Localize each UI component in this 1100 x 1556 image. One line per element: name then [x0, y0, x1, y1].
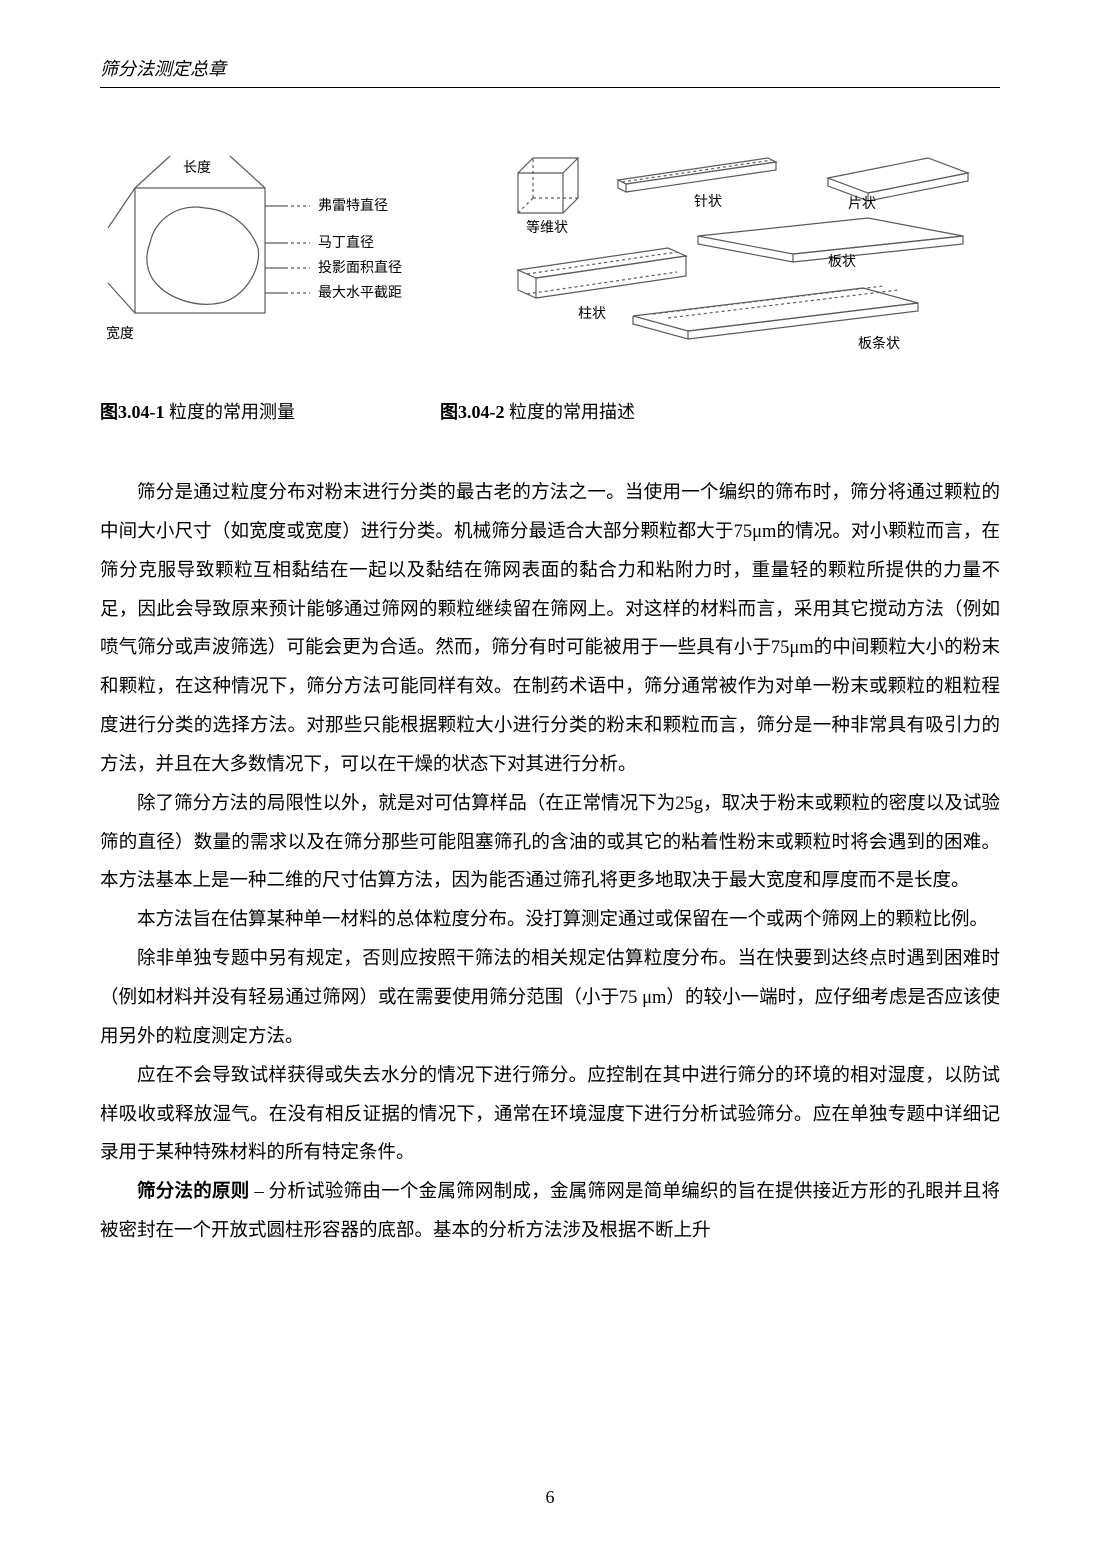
paragraph-6: 筛分法的原则 – 分析试验筛由一个金属筛网制成，金属筛网是简单编织的旨在提供接近… — [100, 1173, 1000, 1251]
paragraph-1: 筛分是通过粒度分布对粉末进行分类的最古老的方法之一。当使用一个编织的筛布时，筛分… — [100, 474, 1000, 785]
fig1-label-feret: 弗雷特直径 — [318, 197, 388, 214]
fig2-label-needle: 针状 — [694, 194, 722, 210]
fig2-label-lath: 板条状 — [858, 335, 900, 352]
body-text: 筛分是通过粒度分布对粉末进行分类的最古老的方法之一。当使用一个编织的筛布时，筛分… — [100, 474, 1000, 1251]
paragraph-4: 除非单独专题中另有规定，否则应按照干筛法的相关规定估算粒度分布。当在快要到达终点… — [100, 940, 1000, 1057]
figure-3-04-1: 长度 宽度 弗雷特直径 马丁直径 投影面积直径 最大水平截距 — [100, 148, 458, 358]
figure-captions: 图3.04-1 粒度的常用测量 图3.04-2 粒度的常用描述 — [100, 398, 1000, 424]
paragraph-2: 除了筛分方法的局限性以外，就是对可估算样品（在正常情况下为25g，取决于粉末或颗… — [100, 785, 1000, 902]
fig1-label-length: 长度 — [183, 160, 211, 176]
caption-1-text: 粒度的常用测量 — [165, 402, 296, 422]
paragraph-5: 应在不会导致试样获得或失去水分的情况下进行筛分。应控制在其中进行筛分的环境的相对… — [100, 1057, 1000, 1174]
fig1-label-martin: 马丁直径 — [318, 234, 374, 251]
fig1-label-width: 宽度 — [106, 325, 134, 342]
fig2-label-equant: 等维状 — [526, 219, 568, 236]
page-number: 6 — [0, 1487, 1100, 1508]
caption-1-number: 图3.04-1 — [100, 402, 165, 422]
fig2-label-plate: 板状 — [828, 254, 856, 270]
figure-3-04-2: 等维状 针状 片状 板状 柱状 板条状 — [498, 148, 1000, 358]
caption-2-number: 图3.04-2 — [440, 402, 505, 422]
figures-container: 长度 宽度 弗雷特直径 马丁直径 投影面积直径 最大水平截距 — [100, 148, 1000, 358]
fig1-label-projected: 投影面积直径 — [318, 259, 402, 276]
header-title: 筛分法测定总章 — [100, 59, 226, 79]
section-label-principles: 筛分法的原则 — [137, 1182, 250, 1202]
caption-2-text: 粒度的常用描述 — [505, 402, 636, 422]
fig1-label-maxh: 最大水平截距 — [318, 285, 402, 301]
fig2-label-column: 柱状 — [578, 306, 606, 322]
fig2-label-flake: 片状 — [848, 196, 876, 212]
running-header: 筛分法测定总章 — [100, 55, 1000, 88]
paragraph-3: 本方法旨在估算某种单一材料的总体粒度分布。没打算测定通过或保留在一个或两个筛网上… — [100, 901, 1000, 940]
